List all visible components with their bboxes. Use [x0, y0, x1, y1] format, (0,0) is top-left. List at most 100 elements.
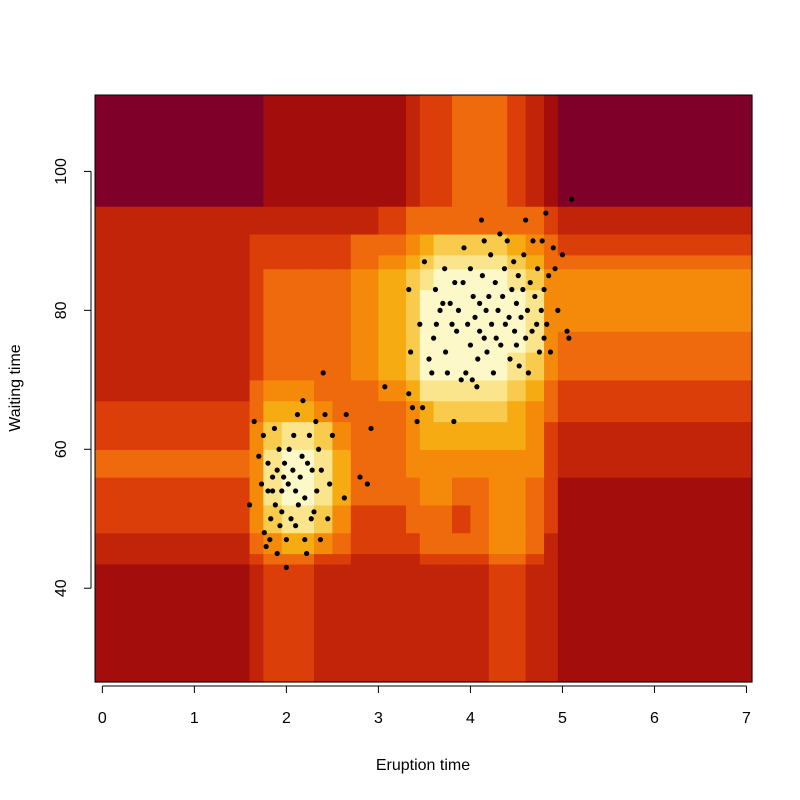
- data-point: [523, 217, 529, 223]
- data-point: [274, 467, 280, 473]
- density-cell: [571, 532, 753, 555]
- data-point: [452, 279, 458, 286]
- density-cell: [314, 95, 333, 207]
- density-cell: [544, 331, 559, 353]
- data-point: [536, 349, 543, 355]
- density-cell: [332, 400, 352, 423]
- density-cell: [332, 268, 352, 291]
- data-point: [318, 467, 324, 473]
- data-point: [279, 488, 285, 494]
- data-point: [492, 279, 498, 286]
- data-point: [431, 335, 437, 341]
- density-cell: [544, 254, 559, 270]
- density-cell: [350, 254, 380, 270]
- density-cell: [406, 254, 421, 270]
- density-cell: [249, 477, 264, 506]
- density-cell: [433, 310, 453, 332]
- density-cell: [452, 331, 472, 353]
- density-cell: [314, 233, 333, 256]
- density-cell: [452, 553, 472, 565]
- density-cell: [263, 233, 283, 256]
- data-point: [488, 321, 495, 327]
- data-point: [461, 245, 467, 251]
- density-cell: [452, 268, 472, 291]
- data-point: [488, 252, 494, 258]
- data-point: [467, 266, 474, 272]
- data-point: [291, 432, 297, 438]
- density-cell: [525, 331, 545, 353]
- y-tick-label: 100: [53, 158, 70, 185]
- density-cell: [378, 477, 407, 506]
- density-cell: [488, 504, 508, 534]
- density-cell: [281, 400, 297, 423]
- density-cell: [378, 449, 407, 478]
- density-cell: [249, 532, 264, 555]
- density-cell: [433, 233, 453, 256]
- density-cell: [571, 504, 753, 534]
- density-cell: [557, 268, 573, 291]
- data-point: [437, 307, 443, 313]
- data-point: [297, 474, 303, 480]
- density-cell: [263, 563, 283, 683]
- data-point: [251, 418, 257, 425]
- data-point: [532, 293, 538, 300]
- data-point: [272, 502, 278, 508]
- density-cell: [406, 421, 421, 450]
- density-cell: [470, 504, 490, 534]
- density-cell: [433, 449, 453, 478]
- data-point: [309, 467, 315, 473]
- density-cell: [452, 310, 472, 332]
- density-cell: [332, 532, 352, 555]
- density-cell: [249, 400, 264, 423]
- data-point: [408, 349, 414, 355]
- density-cell: [378, 504, 407, 534]
- y-tick-label: 80: [53, 301, 70, 319]
- density-cell: [95, 310, 251, 332]
- density-cell: [281, 233, 297, 256]
- density-cell: [263, 289, 283, 311]
- data-point: [265, 488, 271, 494]
- data-point: [515, 273, 521, 279]
- density-cell: [314, 532, 333, 555]
- density-cell: [350, 553, 380, 565]
- data-point: [329, 432, 335, 438]
- density-cell: [281, 352, 297, 381]
- density-cell: [314, 206, 333, 235]
- data-point: [421, 259, 428, 265]
- density-cell: [406, 95, 421, 207]
- density-cell: [470, 379, 490, 402]
- density-cell: [350, 532, 380, 555]
- data-point: [357, 474, 363, 480]
- density-cell: [378, 563, 407, 683]
- data-point: [261, 530, 267, 536]
- density-cell: [249, 95, 264, 207]
- density-cell: [544, 95, 559, 207]
- data-point: [483, 307, 489, 313]
- density-cell: [557, 477, 573, 506]
- data-point: [569, 196, 575, 202]
- density-cell: [525, 95, 545, 207]
- data-point: [541, 286, 547, 293]
- density-cell: [452, 95, 472, 207]
- density-cell: [452, 254, 472, 270]
- data-point: [285, 481, 291, 487]
- density-cell: [433, 379, 453, 402]
- density-cell: [350, 352, 380, 381]
- density-cell: [263, 331, 283, 353]
- density-cell: [350, 95, 380, 207]
- density-cell: [470, 268, 490, 291]
- density-cell: [507, 532, 527, 555]
- density-cell: [378, 310, 407, 332]
- density-cell: [263, 553, 283, 565]
- density-cell: [488, 206, 508, 235]
- data-point: [433, 321, 439, 327]
- data-point: [541, 335, 547, 341]
- density-cell: [419, 310, 435, 332]
- density-cell: [557, 563, 573, 683]
- density-cell: [525, 504, 545, 534]
- density-cell: [433, 268, 453, 291]
- density-cell: [249, 379, 264, 402]
- density-cell: [571, 553, 753, 565]
- density-cell: [314, 400, 333, 423]
- density-cell: [263, 532, 283, 555]
